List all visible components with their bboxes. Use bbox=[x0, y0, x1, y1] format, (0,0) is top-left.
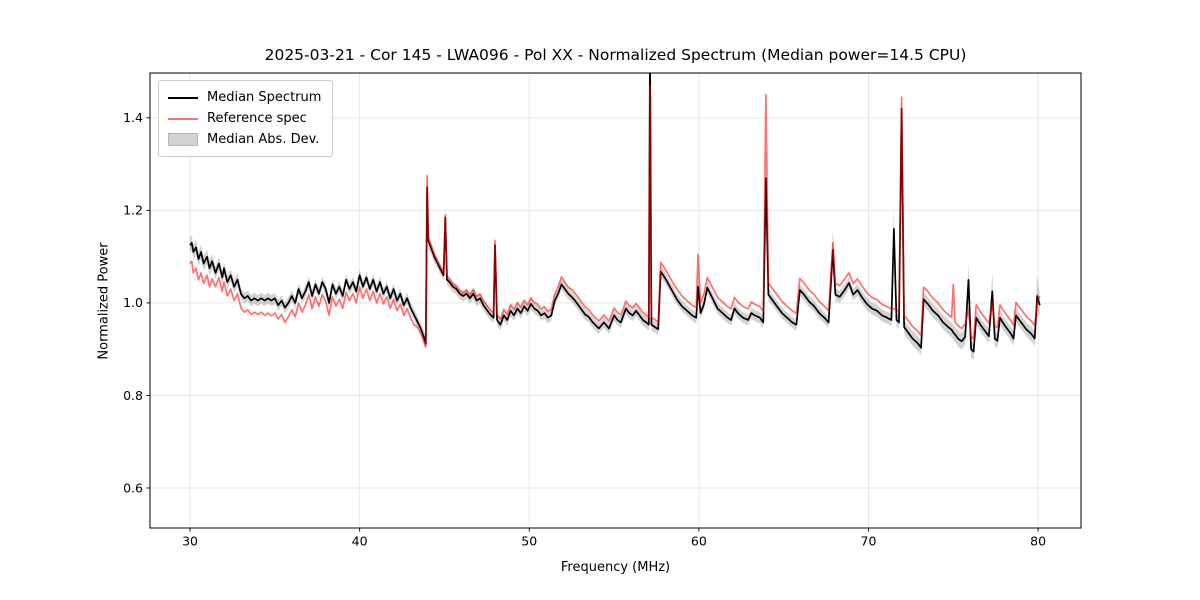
x-tick-label: 50 bbox=[521, 534, 537, 549]
legend-label-median: Median Spectrum bbox=[207, 90, 322, 105]
x-tick-label: 80 bbox=[1030, 534, 1046, 549]
y-tick-label: 1.4 bbox=[123, 110, 143, 125]
legend-label-mad: Median Abs. Dev. bbox=[207, 132, 320, 147]
legend-item-median-spectrum: Median Spectrum bbox=[168, 87, 321, 108]
y-axis-label: Normalized Power bbox=[96, 242, 112, 360]
x-tick-label: 40 bbox=[352, 534, 368, 549]
x-tick-label: 60 bbox=[691, 534, 707, 549]
y-tick-label: 1.2 bbox=[123, 203, 143, 218]
legend-item-median-abs-dev: Median Abs. Dev. bbox=[168, 129, 321, 150]
x-tick-label: 70 bbox=[861, 534, 877, 549]
y-tick-label: 0.6 bbox=[123, 480, 143, 495]
x-axis-label: Frequency (MHz) bbox=[560, 560, 671, 575]
legend-patch-swatch-mad bbox=[168, 133, 198, 146]
legend-line-swatch-reference bbox=[168, 117, 198, 120]
legend: Median Spectrum Reference spec Median Ab… bbox=[158, 80, 334, 157]
legend-item-reference-spec: Reference spec bbox=[168, 108, 321, 129]
chart-title: 2025-03-21 - Cor 145 - LWA096 - Pol XX -… bbox=[264, 46, 967, 64]
legend-label-reference: Reference spec bbox=[207, 111, 307, 126]
y-tick-label: 1.0 bbox=[123, 295, 143, 310]
x-tick-label: 30 bbox=[182, 534, 198, 549]
legend-line-swatch-median bbox=[168, 96, 198, 99]
y-tick-label: 0.8 bbox=[123, 388, 143, 403]
